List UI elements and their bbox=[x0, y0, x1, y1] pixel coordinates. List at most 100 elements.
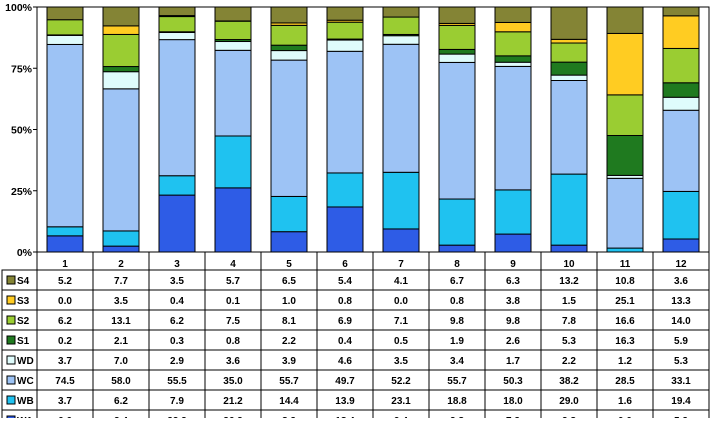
legend-label-wb: WB bbox=[17, 396, 34, 407]
bar-segment-s1-10 bbox=[551, 62, 587, 75]
data-label: 6.2 bbox=[58, 316, 72, 327]
data-label: 14.0 bbox=[671, 316, 691, 327]
y-tick-label: 50% bbox=[11, 125, 33, 137]
data-label: 1.2 bbox=[618, 356, 632, 367]
bar-segment-wb-6 bbox=[327, 173, 363, 207]
data-label: 50.3 bbox=[503, 376, 523, 387]
bar-segment-wd-10 bbox=[551, 75, 587, 80]
bar-segment-s2-4 bbox=[215, 21, 251, 39]
bar-segment-wd-7 bbox=[383, 36, 419, 45]
data-label: 38.2 bbox=[559, 376, 579, 387]
y-tick-label: 0% bbox=[17, 247, 33, 259]
bar-segment-wc-9 bbox=[495, 66, 531, 189]
data-label: 6.9 bbox=[338, 316, 352, 327]
data-label: 7.0 bbox=[114, 356, 128, 367]
data-label: 6.5 bbox=[282, 276, 296, 287]
x-tick-label: 2 bbox=[118, 259, 124, 270]
data-label: 1.6 bbox=[618, 396, 632, 407]
data-label: 4.6 bbox=[338, 356, 352, 367]
data-label: 52.2 bbox=[391, 376, 411, 387]
x-tick-label: 11 bbox=[620, 259, 631, 270]
data-label: 5.7 bbox=[226, 276, 240, 287]
bar-segment-s4-7 bbox=[383, 7, 419, 17]
bar-segment-wb-10 bbox=[551, 174, 587, 245]
data-label: 0.4 bbox=[338, 336, 352, 347]
legend-label-wc: WC bbox=[17, 376, 34, 387]
data-label: 6.2 bbox=[114, 396, 128, 407]
bar-segment-s4-12 bbox=[663, 7, 699, 16]
data-label: 13.2 bbox=[559, 276, 579, 287]
data-label: 10.8 bbox=[615, 276, 635, 287]
bar-segment-s2-7 bbox=[383, 17, 419, 34]
data-label: 3.7 bbox=[58, 356, 72, 367]
data-label: 3.5 bbox=[394, 356, 408, 367]
bar-segment-wd-5 bbox=[271, 51, 307, 61]
data-label: 1.7 bbox=[506, 356, 520, 367]
x-tick-label: 5 bbox=[286, 259, 292, 270]
data-label: 18.8 bbox=[447, 396, 467, 407]
data-label: 3.7 bbox=[58, 396, 72, 407]
data-label: 1.0 bbox=[282, 296, 296, 307]
bar-segment-s3-2 bbox=[103, 26, 139, 35]
x-tick-label: 6 bbox=[342, 259, 348, 270]
data-label: 7.5 bbox=[226, 316, 240, 327]
data-label: 2.9 bbox=[170, 356, 184, 367]
bar-segment-s2-11 bbox=[607, 95, 643, 136]
data-label: 1.5 bbox=[562, 296, 576, 307]
data-label: 0.0 bbox=[58, 296, 72, 307]
legend-key-s2 bbox=[7, 316, 15, 324]
bar-segment-s1-8 bbox=[439, 49, 475, 54]
data-label: 33.1 bbox=[671, 376, 691, 387]
bar-segment-s2-3 bbox=[159, 17, 195, 32]
bar-segment-wd-12 bbox=[663, 97, 699, 110]
data-label: 29.0 bbox=[559, 396, 579, 407]
bar-segment-s4-3 bbox=[159, 7, 195, 16]
data-label: 5.3 bbox=[674, 356, 688, 367]
bar-segment-wa-6 bbox=[327, 207, 363, 252]
bar-segment-s3-12 bbox=[663, 16, 699, 49]
data-label: 3.9 bbox=[282, 356, 296, 367]
data-label: 18.0 bbox=[503, 396, 523, 407]
bar-segment-wb-9 bbox=[495, 190, 531, 234]
bar-segment-s1-12 bbox=[663, 83, 699, 97]
bar-segment-s1-5 bbox=[271, 45, 307, 50]
bar-segment-wb-3 bbox=[159, 176, 195, 195]
bar-segment-wc-12 bbox=[663, 110, 699, 191]
data-label: 14.4 bbox=[279, 396, 299, 407]
data-label: 6.3 bbox=[506, 276, 520, 287]
bar-segment-wb-8 bbox=[439, 199, 475, 245]
bar-segment-s2-5 bbox=[271, 25, 307, 45]
x-tick-label: 10 bbox=[563, 259, 575, 270]
bar-segment-wb-1 bbox=[47, 227, 83, 236]
x-tick-label: 1 bbox=[62, 259, 68, 270]
data-label: 6.2 bbox=[170, 316, 184, 327]
legend-key-s1 bbox=[7, 336, 15, 344]
data-label: 21.2 bbox=[223, 396, 243, 407]
data-label: 55.7 bbox=[279, 376, 299, 387]
data-label: 23.1 bbox=[391, 396, 411, 407]
bar-segment-s4-8 bbox=[439, 7, 475, 23]
legend-key-wd bbox=[7, 356, 15, 364]
data-table-frame bbox=[2, 270, 709, 418]
bar-segment-s3-10 bbox=[551, 39, 587, 43]
bar-segment-wa-10 bbox=[551, 245, 587, 252]
x-tick-label: 12 bbox=[675, 259, 687, 270]
bar-segment-wa-4 bbox=[215, 188, 251, 252]
x-tick-label: 9 bbox=[510, 259, 516, 270]
data-label: 0.8 bbox=[226, 336, 240, 347]
bar-segment-wc-10 bbox=[551, 81, 587, 175]
bar-segment-wa-2 bbox=[103, 246, 139, 252]
x-tick-label: 4 bbox=[230, 259, 236, 270]
data-label: 3.5 bbox=[114, 296, 128, 307]
data-label: 5.3 bbox=[562, 336, 576, 347]
bar-segment-wd-9 bbox=[495, 62, 531, 66]
data-label: 2.6 bbox=[506, 336, 520, 347]
data-label: 19.4 bbox=[671, 396, 691, 407]
data-label: 13.9 bbox=[335, 396, 355, 407]
data-label: 9.8 bbox=[506, 316, 520, 327]
data-label: 2.1 bbox=[114, 336, 128, 347]
bar-segment-wc-6 bbox=[327, 51, 363, 173]
data-label: 0.1 bbox=[226, 296, 240, 307]
